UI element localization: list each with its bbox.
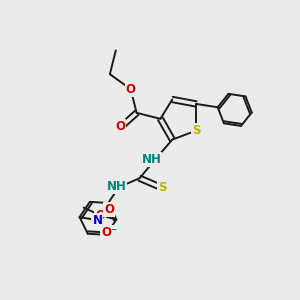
- Text: NH: NH: [106, 180, 126, 193]
- Text: O: O: [104, 203, 114, 216]
- Text: N: N: [92, 214, 102, 226]
- Text: O: O: [95, 208, 105, 222]
- Text: S: S: [158, 181, 166, 194]
- Text: S: S: [192, 124, 200, 137]
- Text: O⁻: O⁻: [101, 226, 117, 239]
- Text: O: O: [126, 82, 136, 96]
- Text: O: O: [115, 120, 125, 133]
- Text: NH: NH: [142, 153, 161, 166]
